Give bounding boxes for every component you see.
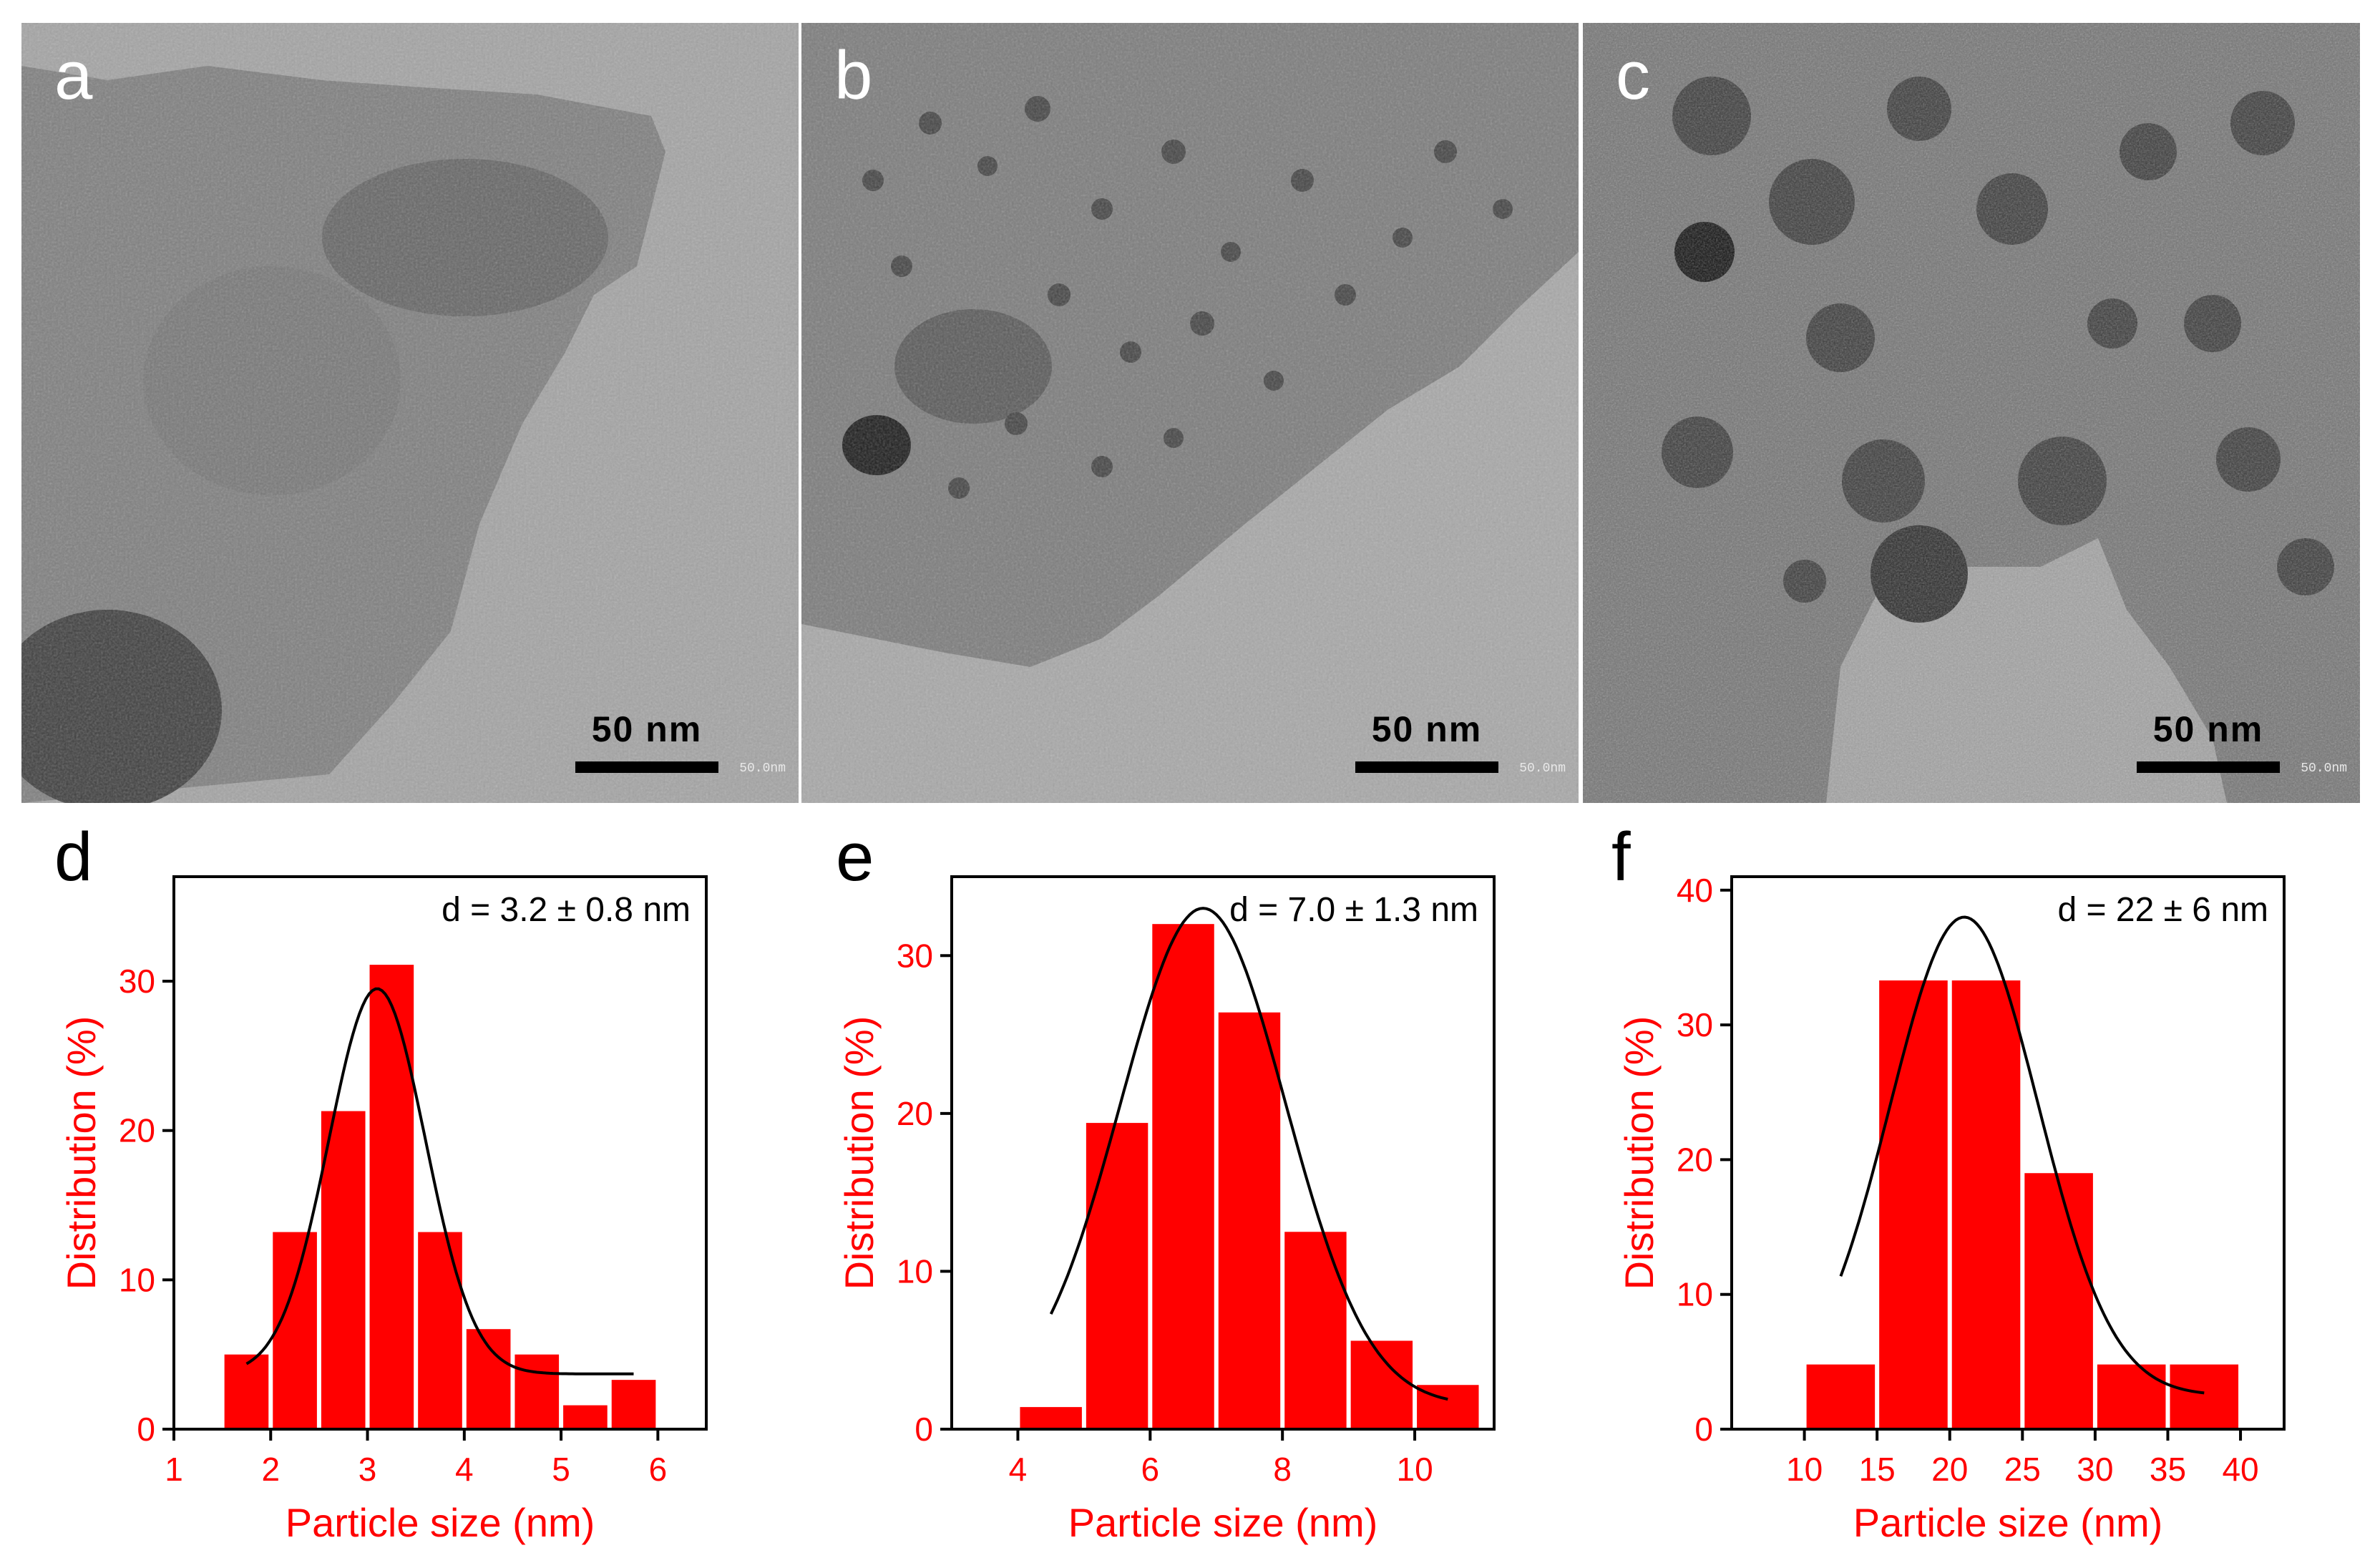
- x-tick-label-d-3: 4: [455, 1451, 474, 1488]
- chart-e: 4 6 8 10 0 10 20 30 Particle size (nm) Distributi…: [837, 875, 1496, 1545]
- chart-d: 1 2 3 4 5 6 0 10 20 30 Particle size (nm) Distribut…: [59, 875, 708, 1545]
- bar-d-8: [611, 1380, 656, 1429]
- bar-f-5: [2170, 1364, 2239, 1429]
- x-axis-label-f: Particle size (nm): [1853, 1500, 2163, 1545]
- bar-d-6: [514, 1354, 560, 1429]
- bar-f-3: [2024, 1173, 2093, 1429]
- bar-d-3: [369, 965, 414, 1429]
- chart-f: 10 15 20 25 30 35 40 0 10 20 30 40 Particle size (nm…: [1616, 872, 2286, 1545]
- x-tick-label-f-1: 15: [1859, 1451, 1896, 1488]
- scale-bar-label-c: 50 nm: [2152, 709, 2264, 749]
- annotation-f: d = 22 ± 6 nm: [2057, 891, 2268, 929]
- y-tick-label-d-1: 10: [119, 1261, 155, 1298]
- scale-bar-line-a: [575, 761, 718, 773]
- tem-image-a: [21, 23, 799, 803]
- y-tick-label-f-3: 30: [1677, 1006, 1713, 1043]
- chart-panel-label-d: d: [54, 819, 93, 895]
- fit-curve-d: [245, 987, 634, 1375]
- tem-panel-a: a 50 nm 50.0nm: [21, 23, 799, 803]
- scale-bar-label-a: 50 nm: [591, 709, 703, 749]
- bar-f-2: [1951, 980, 2021, 1429]
- panel-label-a: a: [54, 37, 93, 114]
- y-tick-label-e-1: 10: [897, 1252, 933, 1290]
- chart-panel-label-e: e: [836, 819, 874, 895]
- x-tick-label-d-1: 2: [261, 1451, 280, 1488]
- x-tick-label-d-2: 3: [359, 1451, 377, 1488]
- x-tick-label-e-3: 10: [1396, 1451, 1433, 1488]
- plot-frame-e: [950, 875, 1496, 1431]
- annotation-e: d = 7.0 ± 1.3 nm: [1229, 891, 1478, 929]
- y-tick-label-f-0: 0: [1694, 1411, 1713, 1448]
- x-tick-label-d-0: 1: [165, 1451, 183, 1488]
- plot-frame-d: [172, 875, 708, 1431]
- y-tick-label-e-0: 0: [915, 1411, 933, 1448]
- bar-d-7: [563, 1405, 608, 1429]
- bar-d-4: [418, 1232, 462, 1429]
- scale-bar-b: 50 nm 50.0nm: [1355, 708, 1566, 776]
- x-tick-label-f-4: 30: [2077, 1451, 2113, 1488]
- y-tick-label-e-3: 30: [897, 937, 933, 974]
- y-axis-label-e: Distribution (%): [837, 1016, 882, 1290]
- bar-e-2: [1152, 924, 1214, 1429]
- x-tick-label-d-5: 6: [649, 1451, 668, 1488]
- scale-bar-c: 50 nm 50.0nm: [2137, 708, 2347, 776]
- bar-d-5: [466, 1329, 511, 1429]
- y-tick-label-f-4: 40: [1677, 872, 1713, 909]
- y-tick-label-d-0: 0: [137, 1411, 155, 1448]
- bar-f-4: [2097, 1364, 2166, 1429]
- x-tick-label-f-2: 20: [1931, 1451, 1968, 1488]
- bar-e-4: [1284, 1232, 1347, 1429]
- scale-bar-small-c: 50.0nm: [2301, 761, 2347, 776]
- x-tick-label-e-1: 6: [1141, 1451, 1160, 1488]
- panel-label-b: b: [834, 37, 873, 114]
- y-tick-label-d-2: 20: [119, 1112, 155, 1149]
- plot-frame-f: [1730, 875, 2286, 1431]
- y-tick-label-f-1: 10: [1677, 1276, 1713, 1313]
- bar-e-5: [1350, 1340, 1413, 1429]
- scale-bar-small-a: 50.0nm: [739, 761, 786, 776]
- x-tick-label-f-6: 40: [2222, 1451, 2258, 1488]
- y-tick-label-d-3: 30: [119, 963, 155, 1000]
- bar-d-2: [321, 1111, 366, 1429]
- tem-panel-b: b 50 nm 50.0nm: [801, 23, 1579, 803]
- tem-panel-c: c 50 nm 50.0nm: [1583, 23, 2360, 803]
- panel-label-c: c: [1616, 37, 1650, 114]
- x-tick-label-e-2: 8: [1273, 1451, 1292, 1488]
- x-axis-label-e: Particle size (nm): [1068, 1500, 1378, 1545]
- bar-f-1: [1879, 980, 1948, 1429]
- tem-image-b: [801, 23, 1579, 803]
- bar-e-0: [1020, 1407, 1082, 1429]
- bar-d-0: [224, 1354, 269, 1429]
- scale-bar-a: 50 nm 50.0nm: [575, 708, 786, 776]
- scale-bar-line-c: [2137, 761, 2280, 773]
- annotation-d: d = 3.2 ± 0.8 nm: [442, 891, 691, 929]
- scale-bar-line-b: [1355, 761, 1498, 773]
- bar-f-0: [1806, 1364, 1876, 1429]
- bar-e-1: [1086, 1123, 1148, 1429]
- y-tick-label-f-2: 20: [1677, 1141, 1713, 1178]
- x-tick-label-f-0: 10: [1786, 1451, 1823, 1488]
- chart-panel-label-f: f: [1611, 819, 1631, 895]
- tem-image-c: [1583, 23, 2360, 803]
- x-tick-label-f-3: 25: [2004, 1451, 2041, 1488]
- fit-curve-e: [1049, 907, 1448, 1401]
- bar-d-1: [273, 1232, 317, 1429]
- scale-bar-small-b: 50.0nm: [1519, 761, 1566, 776]
- y-tick-label-e-2: 20: [897, 1095, 933, 1132]
- x-axis-label-d: Particle size (nm): [286, 1500, 595, 1545]
- fit-curve-f: [1839, 915, 2205, 1395]
- x-tick-label-e-0: 4: [1009, 1451, 1028, 1488]
- x-tick-label-f-5: 35: [2150, 1451, 2186, 1488]
- y-axis-label-d: Distribution (%): [59, 1016, 104, 1290]
- bar-e-3: [1218, 1012, 1281, 1429]
- x-tick-label-d-4: 5: [552, 1451, 570, 1488]
- scale-bar-label-b: 50 nm: [1371, 709, 1483, 749]
- y-axis-label-f: Distribution (%): [1616, 1016, 1662, 1290]
